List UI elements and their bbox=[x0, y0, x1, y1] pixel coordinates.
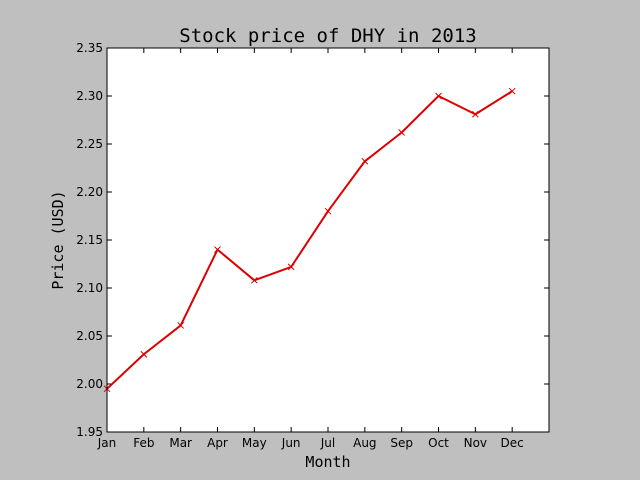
x-tick-label: Jul bbox=[320, 436, 335, 450]
data-point-marker bbox=[250, 276, 258, 284]
chart-title: Stock price of DHY in 2013 bbox=[179, 25, 476, 47]
data-point-marker bbox=[140, 350, 148, 358]
x-tick-label: Oct bbox=[428, 436, 449, 450]
y-tick-label: 2.35 bbox=[76, 41, 103, 55]
data-point-marker bbox=[398, 129, 406, 136]
y-axis-label: Price (USD) bbox=[49, 190, 67, 289]
y-tick-label: 2.10 bbox=[76, 281, 103, 295]
x-tick-label: Feb bbox=[133, 436, 154, 450]
data-point-marker bbox=[508, 87, 516, 95]
data-point-marker bbox=[214, 246, 221, 253]
y-tick-label: 1.95 bbox=[76, 425, 103, 439]
data-point-marker bbox=[287, 263, 295, 271]
tick-labels: Jan Feb Mar Apr May Jun Jul Aug Sep Oct Nov Dec 1.95… bbox=[76, 41, 524, 450]
x-tick-label: Jun bbox=[281, 436, 301, 450]
x-tick-label: Mar bbox=[169, 436, 192, 450]
x-tick-label: Apr bbox=[207, 436, 228, 450]
plot-frame bbox=[106, 47, 550, 433]
y-tick-label: 2.15 bbox=[76, 233, 103, 247]
data-point-marker bbox=[324, 207, 332, 215]
data-point-marker bbox=[471, 110, 479, 118]
x-tick-label: Sep bbox=[390, 436, 413, 450]
x-tick-label: Aug bbox=[353, 436, 376, 450]
y-tick-label: 2.00 bbox=[76, 377, 103, 391]
x-tick-label: Jan bbox=[97, 436, 117, 450]
x-axis-label: Month bbox=[305, 453, 350, 471]
data-point-marker bbox=[361, 157, 369, 165]
y-tick-label: 2.20 bbox=[76, 185, 103, 199]
data-point-marker bbox=[177, 322, 185, 329]
series-layer bbox=[103, 87, 516, 393]
y-tick-label: 2.05 bbox=[76, 329, 103, 343]
series-line bbox=[106, 90, 513, 390]
plot-area bbox=[107, 48, 549, 432]
y-tick-label: 2.30 bbox=[76, 89, 103, 103]
x-tick-label: Nov bbox=[464, 436, 487, 450]
y-tick-label: 2.25 bbox=[76, 137, 103, 151]
data-point-marker bbox=[435, 92, 442, 100]
x-tick-label: May bbox=[242, 436, 267, 450]
x-tick-label: Dec bbox=[501, 436, 524, 450]
